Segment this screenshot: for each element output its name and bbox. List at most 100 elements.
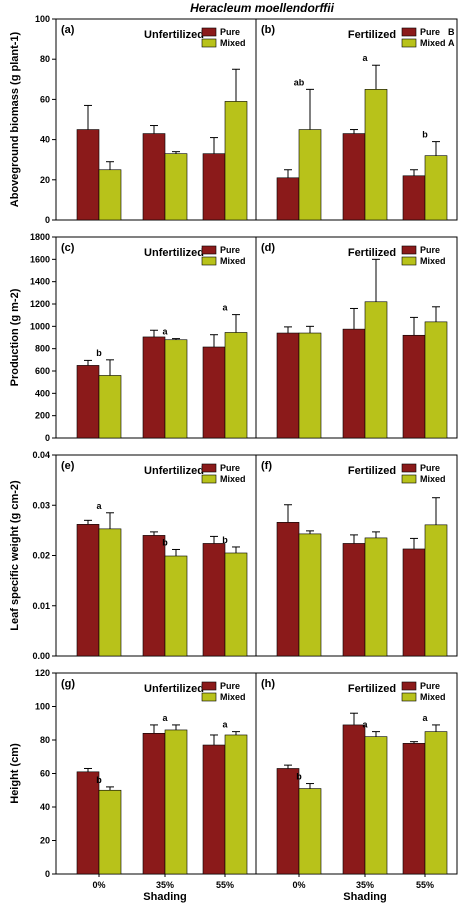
legend-significance: B <box>448 27 455 37</box>
bar-pure-1 <box>76 129 100 221</box>
bar-pure-1 <box>276 177 300 221</box>
panel-label: (g) <box>61 678 75 690</box>
bar-pure-2 <box>342 543 366 657</box>
y-axis-label: Production (g m-2) <box>9 288 21 386</box>
legend-label-pure: Pure <box>220 463 240 473</box>
legend-swatch-pure <box>401 463 417 473</box>
bar-pure-2 <box>142 535 166 657</box>
y-tick-label: 1800 <box>30 232 50 242</box>
condition-label: Fertilized <box>348 29 396 41</box>
x-tick-label: 55% <box>416 880 434 890</box>
bar-mixed-1 <box>298 533 322 657</box>
y-tick-label: 40 <box>40 802 50 812</box>
legend-swatch-pure <box>201 463 217 473</box>
significance-letter: a <box>422 713 428 723</box>
bar-mixed-3 <box>424 524 448 657</box>
significance-letter: a <box>162 327 168 337</box>
condition-label: Unfertilized <box>144 247 204 259</box>
y-tick-label: 60 <box>40 94 50 104</box>
bar-mixed-2 <box>364 301 388 439</box>
y-tick-label: 400 <box>35 388 50 398</box>
legend-label-mixed: Mixed <box>420 474 446 484</box>
significance-letter: a <box>362 720 368 730</box>
y-tick-label: 20 <box>40 836 50 846</box>
significance-letter: b <box>222 535 228 545</box>
significance-letter: b <box>296 772 302 782</box>
legend-label-mixed: Mixed <box>220 256 246 266</box>
condition-label: Unfertilized <box>144 683 204 695</box>
legend-swatch-pure <box>401 245 417 255</box>
condition-label: Unfertilized <box>144 29 204 41</box>
y-tick-label: 0.02 <box>32 551 50 561</box>
legend-swatch-pure <box>201 27 217 37</box>
y-axis-label: Leaf specific weight (g cm-2) <box>9 480 21 631</box>
significance-letter: b <box>96 348 102 358</box>
legend-swatch-mixed <box>401 38 417 48</box>
figure-title: Heracleum moellendorffii <box>190 1 334 15</box>
legend-significance: A <box>448 38 455 48</box>
bar-mixed-2 <box>164 729 188 875</box>
legend-swatch-pure <box>201 245 217 255</box>
y-tick-label: 120 <box>35 668 50 678</box>
y-tick-label: 20 <box>40 175 50 185</box>
legend-label-mixed: Mixed <box>220 474 246 484</box>
y-tick-label: 60 <box>40 769 50 779</box>
y-tick-label: 0 <box>45 215 50 225</box>
legend-swatch-mixed <box>401 692 417 702</box>
significance-letter: b <box>96 775 102 785</box>
bar-pure-2 <box>142 732 166 875</box>
bar-mixed-3 <box>224 332 248 439</box>
bar-mixed-2 <box>364 736 388 875</box>
legend-swatch-pure <box>201 681 217 691</box>
bar-pure-3 <box>202 346 226 439</box>
y-tick-label: 100 <box>35 702 50 712</box>
bar-pure-3 <box>402 175 426 221</box>
y-tick-label: 0.01 <box>32 601 50 611</box>
bar-mixed-1 <box>98 789 122 875</box>
y-axis-label: Aboveground biomass (g plant-1) <box>9 31 21 207</box>
x-tick-label: 0% <box>292 880 305 890</box>
chart-row-3: 0.00 0.01 0.02 0.03 0.04 Leaf specific weight… <box>9 450 458 661</box>
bar-pure-3 <box>202 153 226 221</box>
legend-label-mixed: Mixed <box>220 38 246 48</box>
bar-pure-1 <box>76 365 100 439</box>
legend-label-pure: Pure <box>420 245 440 255</box>
significance-letter: a <box>222 303 228 313</box>
condition-label: Fertilized <box>348 465 396 477</box>
condition-label: Unfertilized <box>144 465 204 477</box>
bar-pure-1 <box>276 768 300 875</box>
legend-swatch-mixed <box>201 256 217 266</box>
y-tick-label: 0.03 <box>32 500 50 510</box>
y-tick-label: 1000 <box>30 321 50 331</box>
y-tick-label: 600 <box>35 366 50 376</box>
significance-letter: a <box>96 501 102 511</box>
bar-pure-3 <box>202 543 226 657</box>
legend-swatch-mixed <box>401 474 417 484</box>
bar-mixed-3 <box>224 734 248 875</box>
significance-letter: b <box>422 130 428 140</box>
x-axis-label: Shading <box>343 891 386 903</box>
legend-label-mixed: Mixed <box>420 256 446 266</box>
y-tick-label: 40 <box>40 135 50 145</box>
x-tick-label: 55% <box>216 880 234 890</box>
y-tick-label: 1200 <box>30 299 50 309</box>
panel-label: (b) <box>261 24 275 36</box>
chart-row-2: 0 200 400 600 800 1000 1200 1400 1600 1800 Product… <box>9 232 458 443</box>
legend-swatch-pure <box>401 681 417 691</box>
bar-pure-1 <box>76 771 100 875</box>
panel-label: (c) <box>61 242 75 254</box>
bar-mixed-3 <box>424 731 448 875</box>
bar-mixed-2 <box>364 89 388 221</box>
condition-label: Fertilized <box>348 247 396 259</box>
bar-pure-2 <box>142 133 166 221</box>
legend-swatch-mixed <box>401 256 417 266</box>
legend-swatch-mixed <box>201 38 217 48</box>
x-tick-label: 35% <box>156 880 174 890</box>
y-tick-label: 200 <box>35 411 50 421</box>
